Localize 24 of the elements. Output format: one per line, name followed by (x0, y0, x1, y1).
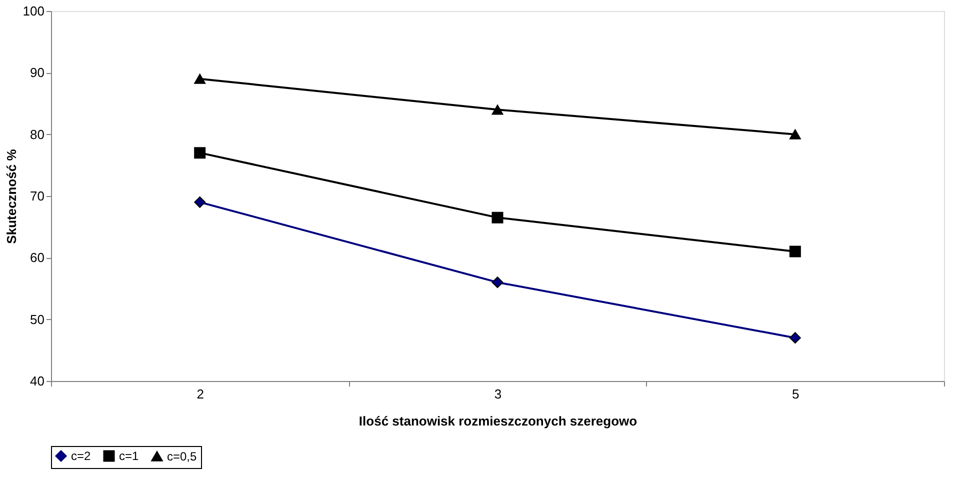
point (194, 74, 206, 84)
point (194, 147, 206, 159)
point (194, 196, 206, 208)
y-tick-label: 100 (22, 4, 44, 18)
y-tick-label: 70 (30, 188, 44, 204)
y-axis-title: Skuteczność % (4, 148, 19, 244)
y-tick-label: 40 (30, 374, 44, 388)
point (789, 246, 801, 258)
point (789, 129, 801, 140)
x-tick-label: 3 (494, 386, 502, 402)
legend-label: c=2 (71, 449, 92, 463)
legend-label: c=1 (119, 449, 140, 463)
x-tick-label: 5 (792, 386, 800, 402)
point (492, 276, 504, 288)
point (492, 212, 504, 224)
x-tick-label: 2 (196, 386, 204, 402)
x-axis-title: Ilość stanowisk rozmieszczonych szeregowo (358, 414, 638, 428)
point (492, 104, 504, 115)
point (789, 332, 801, 344)
y-tick-label: 80 (30, 126, 44, 142)
y-tick-label: 90 (30, 65, 44, 80)
legend-label: c=0,5 (167, 449, 198, 464)
y-tick-label: 50 (30, 312, 44, 327)
y-tick-label: 60 (30, 250, 44, 266)
